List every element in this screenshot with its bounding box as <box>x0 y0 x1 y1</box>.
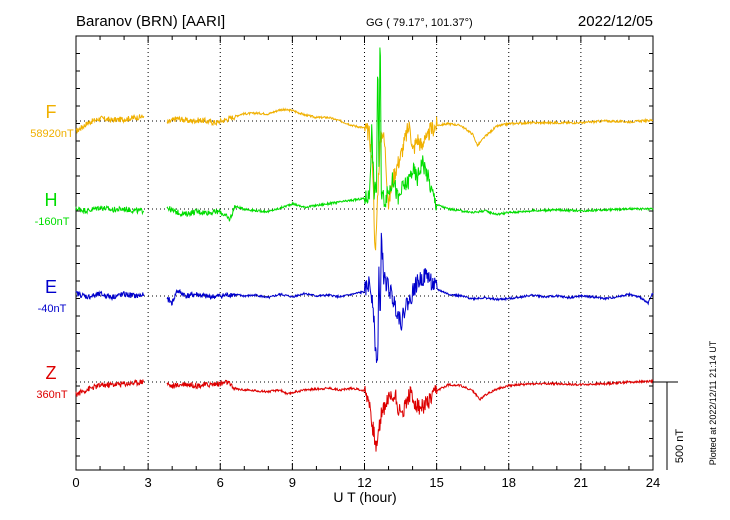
x-tick-label: 3 <box>145 475 152 490</box>
x-tick-label: 9 <box>289 475 296 490</box>
x-tick-label: 15 <box>429 475 443 490</box>
plotted-timestamp: Plotted at 2022/12/11 21:14 UT <box>708 340 718 465</box>
x-axis-title: U T (hour) <box>333 489 396 505</box>
series-line <box>166 47 654 222</box>
station-coordinates: GG ( 79.17°, 101.37°) <box>366 17 473 29</box>
x-tick-label: 0 <box>72 475 79 490</box>
series-z <box>75 378 654 452</box>
series-h <box>75 47 654 222</box>
baseline-value: 360nT <box>36 389 67 401</box>
baseline-value: -160nT <box>35 216 70 228</box>
series-f <box>75 107 653 251</box>
component-label: H <box>45 190 58 210</box>
x-tick-label: 18 <box>502 475 516 490</box>
series-line <box>75 378 145 397</box>
series-line <box>75 205 145 216</box>
scale-bar-label: 500 nT <box>674 429 686 464</box>
series-line <box>75 290 145 302</box>
station-title: Baranov (BRN) [AARI] <box>76 13 225 30</box>
x-tick-label: 21 <box>574 475 588 490</box>
series-e <box>75 232 654 363</box>
traces <box>75 47 654 452</box>
baseline-value: 58920nT <box>30 128 74 140</box>
series-line <box>166 232 654 363</box>
series-line <box>166 378 654 452</box>
grid <box>75 35 654 471</box>
baseline-value: -40nT <box>38 303 67 315</box>
component-labels: F 58920nT H -160nT E -40nT Z 360nT <box>30 102 74 401</box>
x-tick-label: 24 <box>646 475 660 490</box>
chart-date: 2022/12/05 <box>578 13 653 30</box>
x-axis: 0 3 6 9 12 15 18 21 24 <box>72 36 660 490</box>
component-label: F <box>46 102 57 122</box>
component-label: E <box>45 277 57 297</box>
x-tick-label: 12 <box>357 475 371 490</box>
component-label: Z <box>46 363 57 383</box>
x-tick-label: 6 <box>217 475 224 490</box>
series-line <box>75 113 145 134</box>
scale-bar: 500 nT <box>653 381 686 470</box>
series-line <box>166 107 653 251</box>
